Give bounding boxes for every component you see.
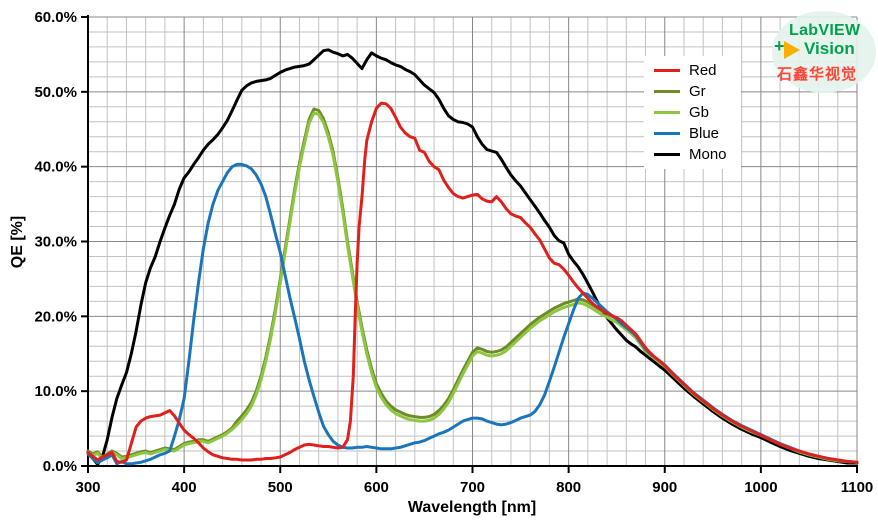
legend-label: Mono [689, 146, 727, 163]
tick-labels: 300 400 500 600 700 800 900 1000 1100 0.0% 10.0% 20… [34, 9, 873, 496]
y-tick-label: 40.0% [34, 159, 77, 176]
legend-swatch-red [654, 68, 680, 73]
labview-vision-watermark: LabVIEW + Vision 石鑫华视觉 [768, 8, 878, 96]
legend-swatch-gr [654, 89, 680, 94]
series-lines [86, 48, 859, 466]
series-line-mono [86, 48, 859, 466]
watermark-cjk-text: 石鑫华视觉 [777, 66, 858, 83]
triangle-play-icon [784, 41, 800, 59]
legend-item-mono: Mono [654, 144, 727, 165]
x-tick-label: 1000 [744, 479, 777, 496]
y-axis-title: QE [%] [9, 216, 26, 268]
legend-label: Gb [689, 104, 710, 121]
y-tick-label: 60.0% [34, 9, 77, 26]
legend-swatch-mono [654, 152, 680, 157]
legend-item-red: Red [654, 60, 727, 81]
legend-label: Gr [689, 83, 706, 100]
y-tick-label: 0.0% [43, 458, 77, 475]
legend: Red Gr Gb Blue Mono [644, 56, 741, 169]
legend-swatch-blue [654, 131, 680, 136]
legend-item-blue: Blue [654, 123, 727, 144]
y-tick-label: 20.0% [34, 308, 77, 325]
axes [81, 15, 858, 473]
x-tick-label: 1100 [841, 479, 874, 496]
x-tick-label: 900 [652, 479, 677, 496]
legend-item-gr: Gr [654, 81, 727, 102]
legend-item-gb: Gb [654, 102, 727, 123]
y-tick-label: 10.0% [34, 383, 77, 400]
legend-label: Blue [689, 125, 720, 142]
legend-swatch-gb [654, 110, 680, 115]
y-tick-label: 30.0% [34, 234, 77, 251]
x-tick-label: 400 [172, 479, 197, 496]
x-tick-label: 700 [460, 479, 485, 496]
x-tick-label: 600 [364, 479, 389, 496]
series-line-red [86, 101, 859, 464]
legend-label: Red [689, 62, 717, 79]
x-tick-label: 500 [268, 479, 293, 496]
plus-icon: + [774, 36, 785, 56]
watermark-vision-text: Vision [804, 39, 855, 58]
x-tick-label: 800 [556, 479, 581, 496]
y-tick-label: 50.0% [34, 84, 77, 101]
x-tick-label: 300 [75, 479, 100, 496]
x-axis-title: Wavelength [nm] [408, 499, 536, 516]
watermark-labview-text: LabVIEW [789, 22, 861, 39]
